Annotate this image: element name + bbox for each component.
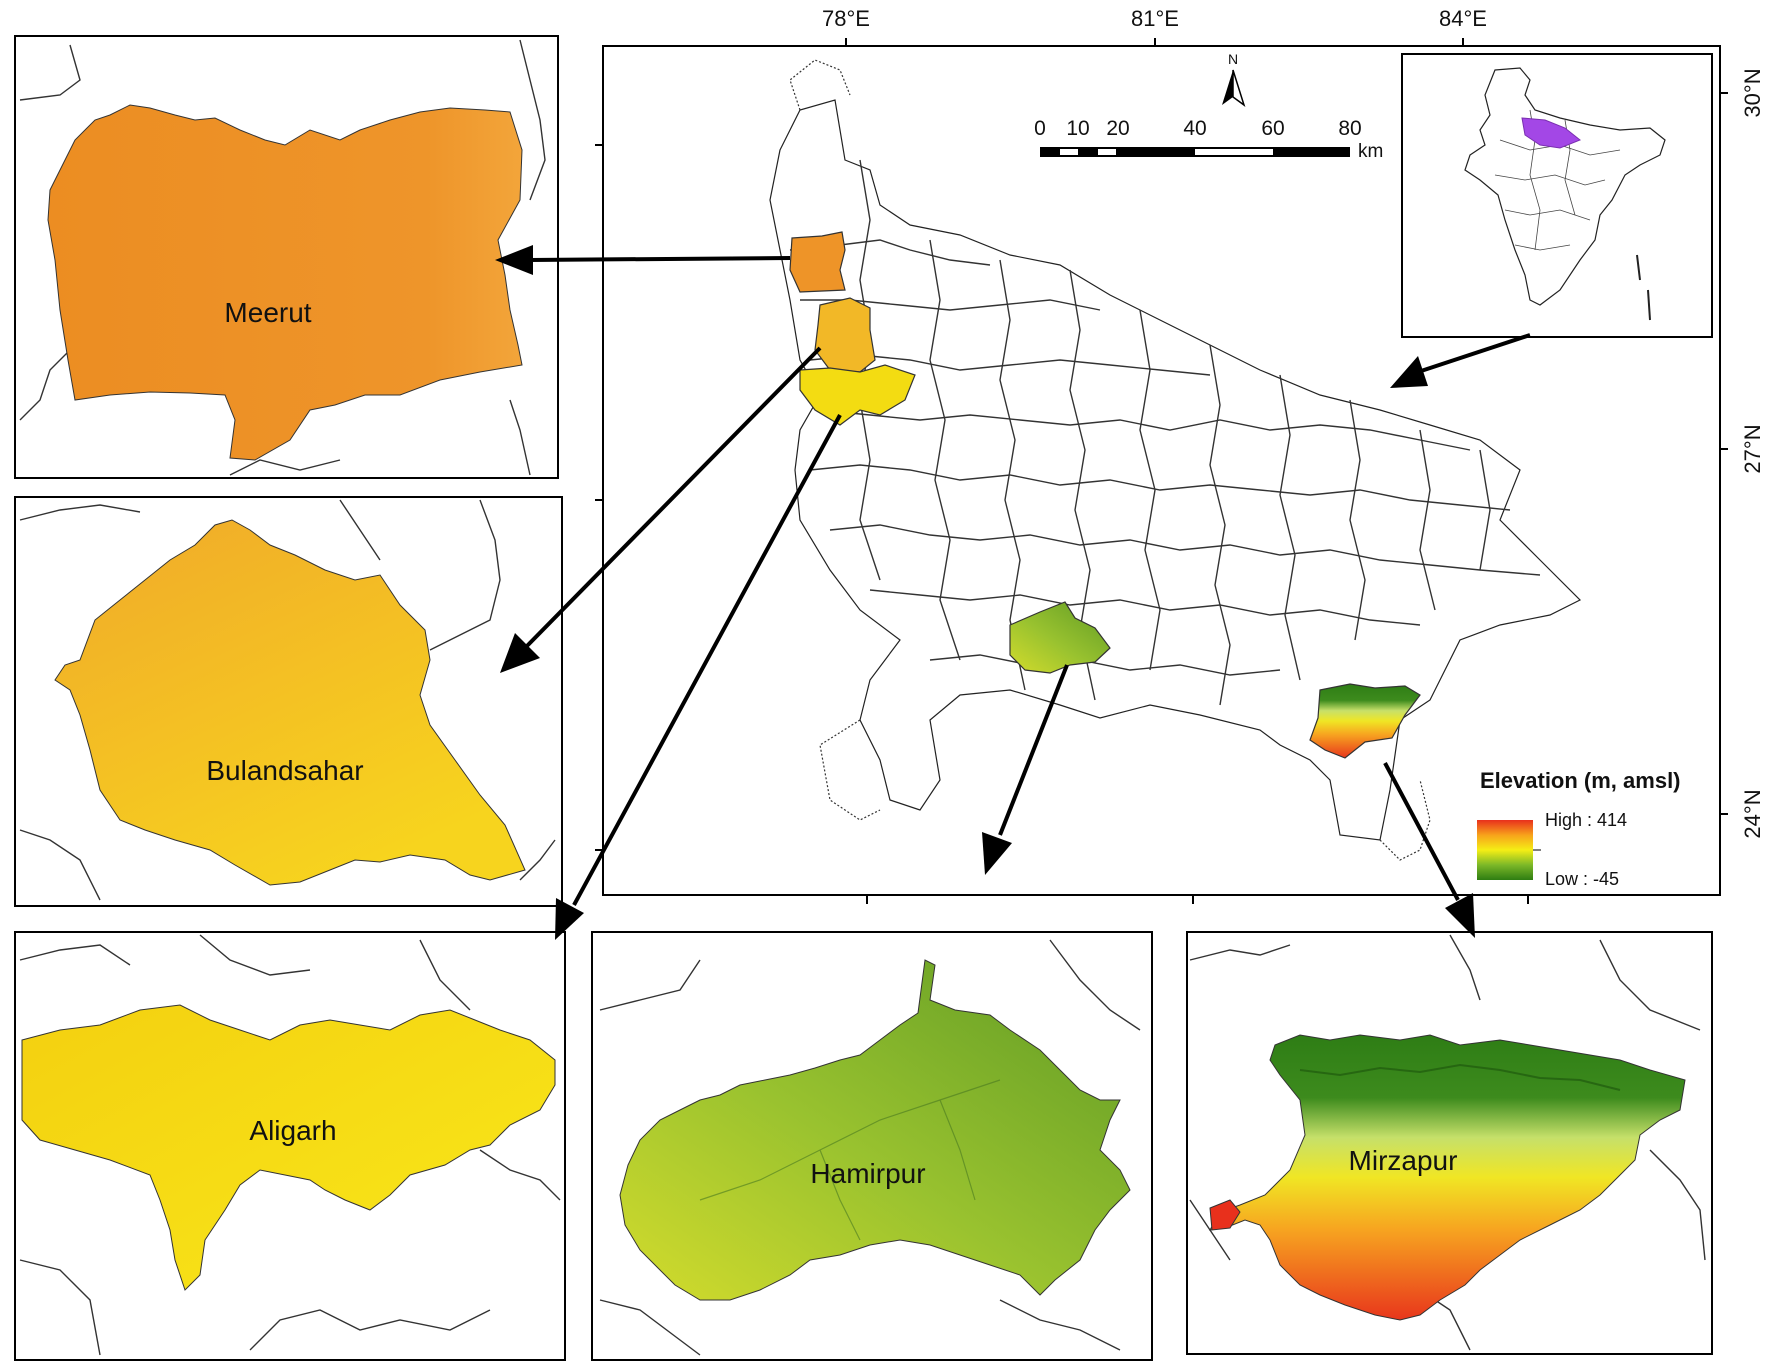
inset-uttar-pradesh-highlight	[1521, 117, 1581, 149]
main-map-meerut	[789, 231, 846, 293]
arrow-to-meerut	[529, 256, 791, 262]
bulandsahar-panel: Bulandsahar	[14, 496, 563, 907]
mirzapur-panel: Mirzapur	[1186, 931, 1713, 1355]
mirzapur-river	[1299, 1063, 1621, 1091]
latitude-label-27: 27°N	[1740, 424, 1765, 473]
arrow-to-mirzapur	[1383, 762, 1460, 901]
main-map-frame	[602, 45, 1721, 896]
mirzapur-district-shape	[1209, 1034, 1686, 1321]
arrow-from-inset	[1417, 333, 1531, 374]
aligarh-district-shape	[21, 1004, 556, 1291]
scale-tick-40: 40	[1183, 117, 1206, 140]
arrow-to-hamirpur	[998, 664, 1069, 836]
scale-tick-20: 20	[1106, 117, 1129, 140]
legend-low-label: Low : -45	[1545, 869, 1619, 889]
scale-tick-10: 10	[1066, 117, 1089, 140]
mirzapur-label: Mirzapur	[1349, 1145, 1458, 1176]
meerut-panel-frame	[14, 35, 559, 479]
longitude-label-84: 84°E	[1439, 6, 1487, 31]
main-map-hamirpur	[1009, 601, 1111, 674]
scale-tick-80: 80	[1338, 117, 1361, 140]
legend-high-label: High : 414	[1545, 810, 1627, 830]
scale-bar: 0 10 20 40 60 80 km	[1034, 117, 1383, 162]
longitude-label-78: 78°E	[822, 6, 870, 31]
connector-arrows	[495, 245, 1531, 940]
arrow-to-aligarh	[572, 414, 842, 906]
main-map: 78°E 81°E 84°E 30°N 27°N 24°N	[595, 6, 1765, 904]
elevation-legend: Elevation (m, amsl) High : 414 Low : -45	[1477, 768, 1681, 889]
main-map-bulandsahar	[814, 297, 876, 373]
hamirpur-district-shape	[619, 959, 1131, 1301]
main-map-mirzapur	[1309, 683, 1421, 759]
inset-islands	[1636, 254, 1651, 321]
aligarh-label: Aligarh	[249, 1115, 336, 1146]
uttar-pradesh-districts	[769, 59, 1582, 861]
aligarh-panel-frame	[14, 931, 566, 1361]
north-arrow-icon: N	[1222, 51, 1246, 107]
legend-title: Elevation (m, amsl)	[1480, 768, 1681, 793]
mirzapur-panel-frame	[1186, 931, 1713, 1355]
meerut-panel: Meerut	[14, 35, 559, 479]
main-map-aligarh	[799, 364, 916, 426]
legend-color-ramp	[1477, 820, 1533, 880]
aligarh-panel: Aligarh	[14, 931, 566, 1361]
arrow-to-bulandsahar	[523, 346, 822, 650]
india-inset	[1401, 53, 1713, 338]
bulandsahar-panel-frame	[14, 496, 563, 907]
latitude-label-30: 30°N	[1740, 68, 1765, 117]
india-outline	[1464, 67, 1666, 306]
hamirpur-panel-frame	[591, 931, 1153, 1361]
india-inset-frame	[1401, 53, 1713, 338]
hamirpur-drainage	[699, 1079, 1001, 1241]
meerut-label: Meerut	[224, 297, 311, 328]
bulandsahar-district-shape	[54, 519, 526, 886]
scale-unit: km	[1358, 141, 1383, 162]
longitude-label-81: 81°E	[1131, 6, 1179, 31]
north-arrow-label: N	[1228, 51, 1238, 67]
latitude-label-24: 24°N	[1740, 789, 1765, 838]
bulandsahar-label: Bulandsahar	[206, 755, 363, 786]
scale-tick-0: 0	[1034, 117, 1046, 140]
hamirpur-panel: Hamirpur	[591, 931, 1153, 1361]
mirzapur-enclave	[1209, 1199, 1241, 1231]
hamirpur-label: Hamirpur	[810, 1158, 925, 1189]
scale-tick-60: 60	[1261, 117, 1284, 140]
meerut-district-shape	[47, 104, 523, 461]
